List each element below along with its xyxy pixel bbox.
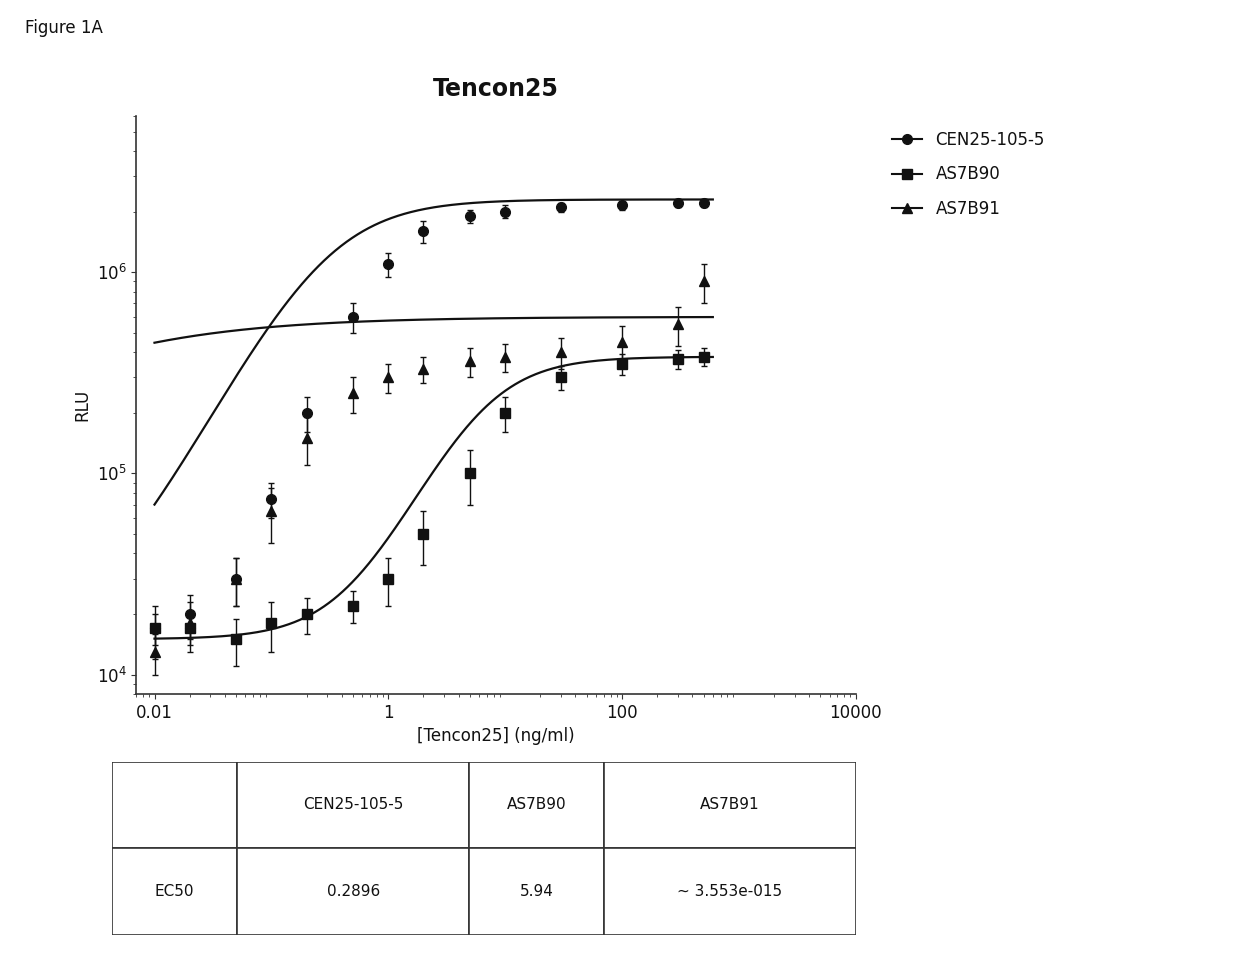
Title: Tencon25: Tencon25 [433,77,559,101]
FancyBboxPatch shape [112,848,237,935]
Text: AS7B91: AS7B91 [701,797,760,813]
Text: EC50: EC50 [155,884,195,899]
FancyBboxPatch shape [604,762,856,848]
Text: 0.2896: 0.2896 [326,884,379,899]
Legend: CEN25-105-5, AS7B90, AS7B91: CEN25-105-5, AS7B90, AS7B91 [885,124,1052,225]
FancyBboxPatch shape [237,762,469,848]
Text: AS7B90: AS7B90 [507,797,567,813]
Y-axis label: RLU: RLU [73,388,91,421]
FancyBboxPatch shape [469,848,604,935]
Text: CEN25-105-5: CEN25-105-5 [303,797,403,813]
FancyBboxPatch shape [469,762,604,848]
FancyBboxPatch shape [112,762,237,848]
FancyBboxPatch shape [604,848,856,935]
Text: ~ 3.553e-015: ~ 3.553e-015 [677,884,782,899]
X-axis label: [Tencon25] (ng/ml): [Tencon25] (ng/ml) [417,728,575,745]
Text: 5.94: 5.94 [520,884,554,899]
FancyBboxPatch shape [237,848,469,935]
Text: Figure 1A: Figure 1A [25,19,103,38]
